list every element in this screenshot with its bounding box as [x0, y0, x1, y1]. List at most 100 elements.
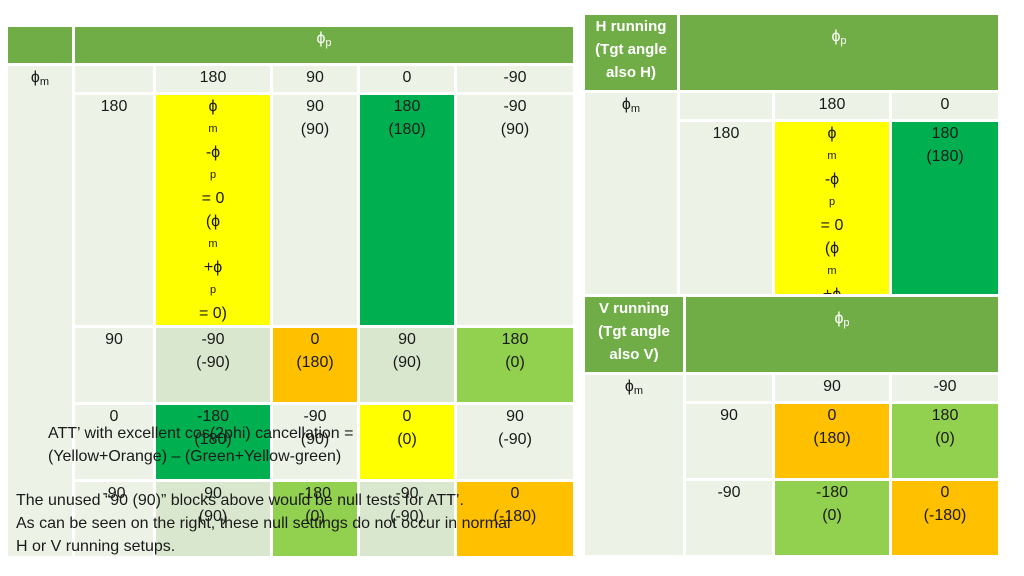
phase-cell: -180 (0): [273, 482, 357, 556]
phase-cell: 180 (0): [457, 328, 573, 402]
cell-sum-value: (90): [500, 121, 530, 138]
phase-cell: 180 (180): [360, 95, 454, 325]
cell-value: 90: [398, 331, 416, 348]
v-label-line: (Tgt angle: [598, 323, 670, 340]
phase-cell: 90 (90): [360, 328, 454, 402]
h-col-header: 180: [775, 93, 889, 119]
phase-cell: 90 (90): [156, 482, 270, 556]
v-running-label: V running (Tgt angle also V): [585, 297, 683, 372]
cell-sum-value: (180): [194, 431, 232, 448]
main-row: 0 -180 (180) -90 (90) 0 (0) 90 (-90): [8, 405, 573, 479]
cell-value: -90: [503, 98, 527, 115]
h-phi-p-header: ϕp: [680, 15, 998, 90]
phase-cell: 0 (180): [775, 404, 889, 478]
cell-value: ϕ m -ϕ p = 0: [820, 125, 844, 234]
phase-cell: 0 (180): [273, 328, 357, 402]
cell-value: ϕ m -ϕ p = 0: [201, 98, 225, 207]
cell-sum-value: (0): [822, 507, 842, 524]
cell-value: 90: [306, 98, 324, 115]
att-note: ATT’ with excellent cos(2phi) cancellati…: [48, 422, 353, 468]
cell-sum-value: (180): [813, 430, 851, 447]
cell-value: 180: [931, 407, 959, 424]
phase-cell: -90 (90): [273, 405, 357, 479]
cell-sum-value: (0): [935, 430, 955, 447]
main-row: 180 ϕ m -ϕ p = 0 (ϕ m +ϕ p = 0) 90 (90) 180 (180) -90…: [8, 95, 573, 325]
row-label: 0: [75, 405, 153, 479]
main-phi-m-header: ϕm: [8, 66, 72, 556]
v-phi-p-label: ϕp: [834, 310, 850, 329]
phase-cell: -180 (0): [775, 481, 889, 555]
h-label-line: (Tgt angle: [595, 41, 667, 58]
row-label: -90: [686, 481, 772, 555]
phase-cell: 90 (-90): [457, 405, 573, 479]
phase-cell: 0 (-180): [892, 481, 998, 555]
main-col-header: 180: [156, 66, 270, 92]
cell-value: 0: [402, 408, 412, 425]
main-corner-header: [8, 27, 72, 63]
phase-cell: -180 (180): [156, 405, 270, 479]
cell-sum-value: (90): [198, 508, 228, 525]
cell-value: 180: [393, 98, 421, 115]
cell-sum-value: (180): [296, 354, 334, 371]
cell-value: 90: [204, 485, 222, 502]
unused-note: The unused “90 (90)” blocks above would …: [16, 489, 511, 558]
main-phi-p-header: ϕp: [75, 27, 573, 63]
cell-sum-value: (0): [397, 431, 417, 448]
h-phi-p-label: ϕp: [831, 28, 847, 47]
row-label: -90: [75, 482, 153, 556]
main-phase-table: ϕp ϕm 180 90 0 -90 180 ϕ m -ϕ p = 0 (ϕ m +ϕ p = …: [5, 24, 576, 559]
cell-value: -180: [298, 485, 332, 502]
cell-sum-value: (90): [392, 354, 422, 371]
cell-value: -90: [201, 331, 225, 348]
cell-value: 180: [501, 331, 529, 348]
phase-cell: 0(0): [360, 405, 454, 479]
main-phi-p-label: ϕp: [316, 30, 332, 49]
cell-sum-value: (180): [388, 121, 426, 138]
unused-note-line: The unused “90 (90)” blocks above would …: [16, 492, 464, 509]
phase-cell: -90 (90): [457, 95, 573, 325]
v-col-header: -90: [892, 375, 998, 401]
main-col-header: -90: [457, 66, 573, 92]
cell-sum-value: (0): [305, 508, 325, 525]
cell-value: -90: [395, 485, 419, 502]
cell-sum-value: (-90): [498, 431, 532, 448]
cell-sum-value: (-90): [196, 354, 230, 371]
main-row: -90 90 (90) -180 (0) -90 (-90) 0 (-180): [8, 482, 573, 556]
cell-sum-value: (-180): [923, 507, 967, 524]
v-label-line: V running: [599, 300, 669, 317]
cell-value: -180: [196, 408, 230, 425]
h-empty-corner: [680, 93, 772, 119]
cell-value: 0: [827, 407, 837, 424]
v-phi-m-header: ϕm: [585, 375, 683, 555]
phase-cell: 180 (0): [892, 404, 998, 478]
phase-cell: -90 (-90): [360, 482, 454, 556]
row-label: 180: [75, 95, 153, 325]
cell-sum-value: (-90): [390, 508, 424, 525]
h-phi-m-label: ϕm: [621, 96, 641, 115]
cell-value: -90: [303, 408, 327, 425]
main-phi-m-label: ϕm: [30, 69, 50, 88]
main-row: 90 -90 (-90) 0 (180) 90 (90) 180 (0): [8, 328, 573, 402]
v-label-line: also V): [609, 346, 659, 363]
att-note-line: ATT’ with excellent cos(2phi) cancellati…: [48, 425, 354, 442]
v-col-header: 90: [775, 375, 889, 401]
cell-value: 180: [931, 125, 959, 142]
v-row: 90 0 (180) 180 (0): [585, 404, 998, 478]
unused-note-line: As can be seen on the right, these null …: [16, 515, 511, 532]
cell-value: 0: [310, 331, 320, 348]
att-note-line: (Yellow+Orange) – (Green+Yellow-green): [48, 448, 342, 465]
phase-cell: 0 (-180): [457, 482, 573, 556]
row-label: 90: [686, 404, 772, 478]
main-empty-corner: [75, 66, 153, 92]
unused-note-line: H or V running setups.: [16, 538, 176, 555]
cell-value: 0: [510, 485, 520, 502]
main-col-header: 0: [360, 66, 454, 92]
v-running-table: V running (Tgt angle also V) ϕp ϕm 90 -9…: [582, 294, 1001, 558]
cell-sum-value: (90): [300, 121, 330, 138]
phase-cell: -90 (-90): [156, 328, 270, 402]
cell-sum-value: (90): [300, 431, 330, 448]
h-label-line: also H): [605, 64, 656, 81]
cell-value: 90: [506, 408, 524, 425]
